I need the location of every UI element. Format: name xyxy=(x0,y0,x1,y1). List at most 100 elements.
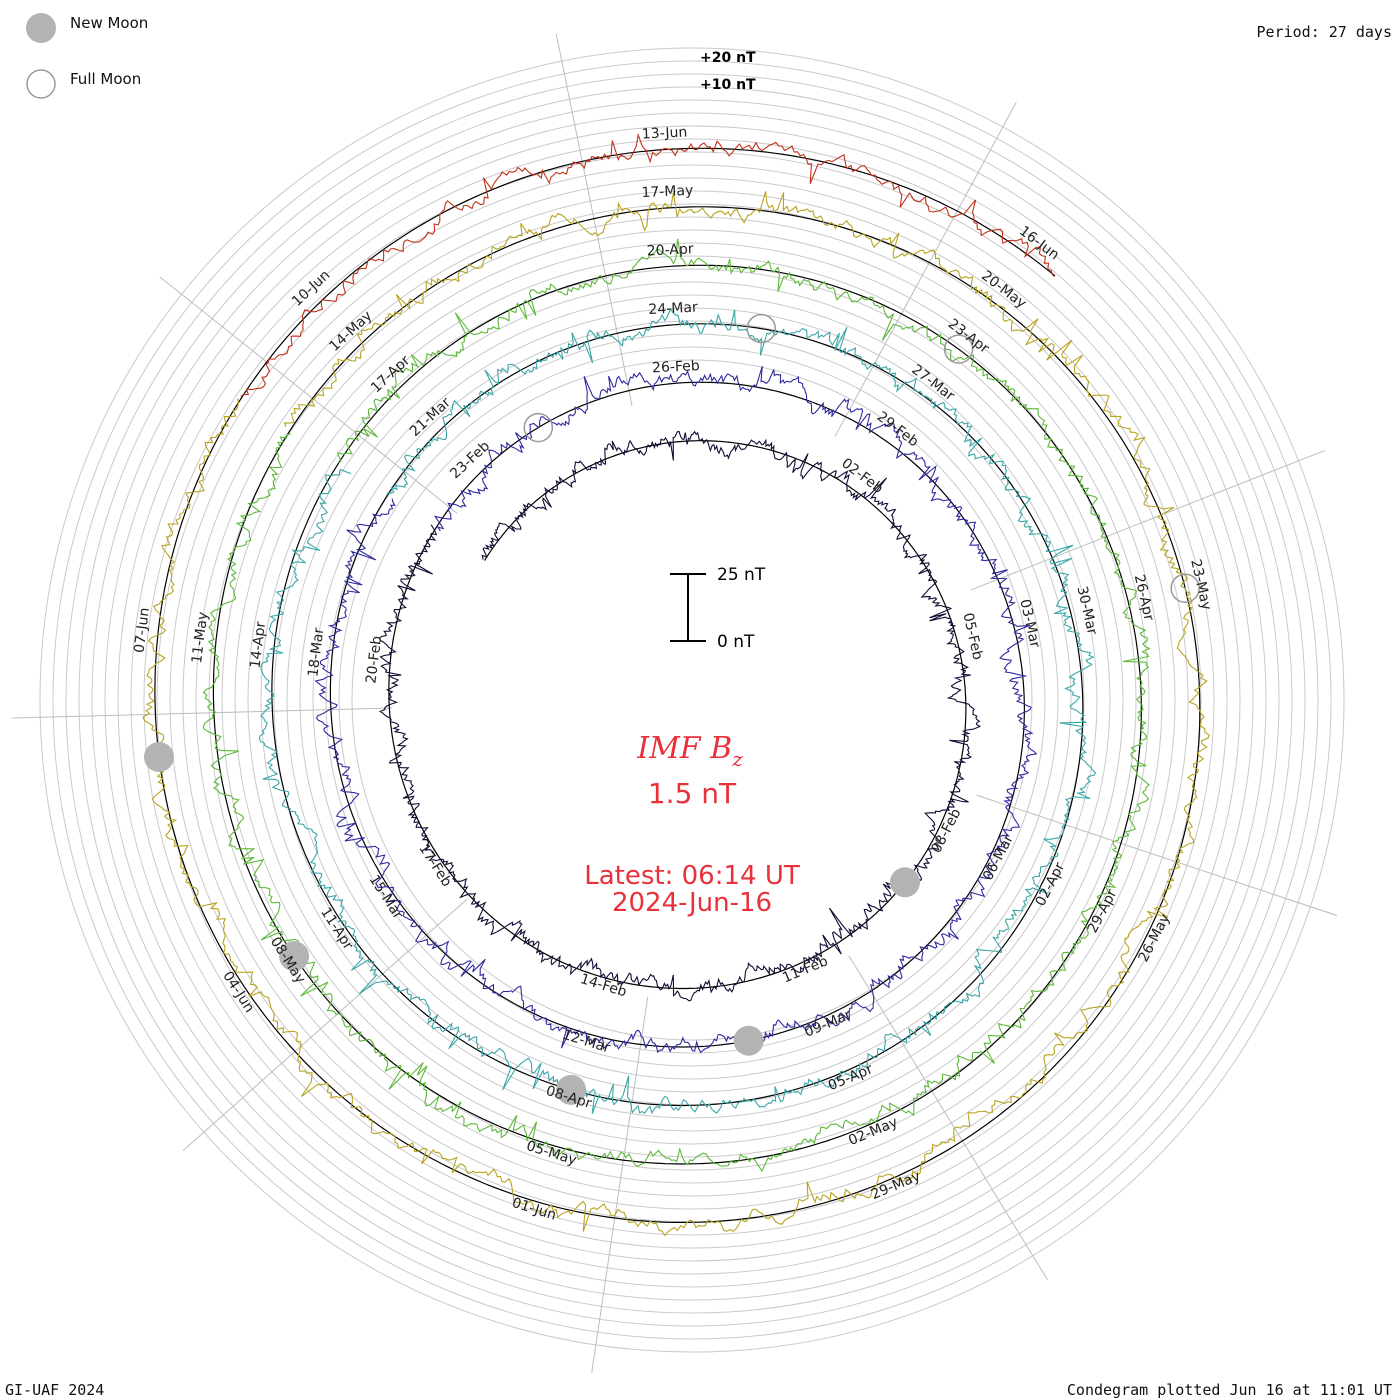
date-label: 14-Apr xyxy=(247,621,269,670)
bz-trace-rev-4 xyxy=(202,238,1151,1173)
date-label: 18-Mar xyxy=(305,627,327,678)
date-label: 05-Feb xyxy=(959,611,985,661)
date-label: 26-Feb xyxy=(652,358,700,376)
spoke-line xyxy=(834,102,1017,437)
spoke-line xyxy=(182,898,468,1152)
date-label: 14-May xyxy=(327,308,376,355)
grid-ring xyxy=(273,281,1111,1119)
full-moon-marker xyxy=(1170,573,1200,603)
grid-ring xyxy=(156,164,1228,1236)
date-label: 07-Jun xyxy=(131,607,153,654)
date-label: 29-May xyxy=(869,1168,923,1203)
latest-date: 2024-Jun-16 xyxy=(612,888,772,918)
full-moon-marker xyxy=(523,412,554,443)
ring-label-plus10: +10 nT xyxy=(700,77,756,93)
grid-ring xyxy=(286,294,1098,1106)
grid-ring xyxy=(143,151,1241,1249)
date-label: 15-Mar xyxy=(366,872,406,922)
grid-ring xyxy=(52,60,1332,1340)
grid-ring xyxy=(260,268,1124,1132)
date-label: 08-Feb xyxy=(928,806,964,856)
bz-trace-rev-3 xyxy=(258,307,1097,1115)
date-label: 10-Jun xyxy=(289,267,333,310)
date-label: 26-May xyxy=(1136,911,1174,964)
moon-markers xyxy=(144,313,1200,1105)
spoke-line xyxy=(976,794,1338,917)
ring-grid xyxy=(39,47,1345,1353)
spoke-line xyxy=(555,33,633,407)
new-moon-marker xyxy=(144,742,174,772)
date-label: 21-Mar xyxy=(407,394,454,439)
date-label: 29-Feb xyxy=(874,409,922,451)
date-label: 11-May xyxy=(189,611,211,664)
date-label: 29-Apr xyxy=(1085,887,1121,936)
date-label: 05-May xyxy=(524,1138,578,1169)
spoke-line xyxy=(970,450,1325,591)
full-moon-legend-icon xyxy=(26,69,56,99)
full-moon-marker xyxy=(746,313,777,344)
grid-ring xyxy=(247,255,1137,1145)
scale-bar: 25 nT 0 nT xyxy=(670,565,766,652)
date-label: 23-Feb xyxy=(447,438,493,482)
date-label: 27-Mar xyxy=(908,362,957,405)
date-label: 13-Jun xyxy=(641,124,687,142)
grid-ring xyxy=(351,359,1033,1041)
new-moon-marker xyxy=(890,867,920,898)
period-label: Period: 27 days xyxy=(1257,23,1392,41)
ring-label-plus20: +20 nT xyxy=(700,50,756,66)
latest-time: Latest: 06:14 UT xyxy=(584,861,800,891)
footer-plot-time: Condegram plotted Jun 16 at 11:01 UT xyxy=(1067,1381,1392,1399)
chart-title-subscript: z xyxy=(731,747,743,771)
new-moon-marker xyxy=(279,941,310,972)
grid-ring xyxy=(234,242,1150,1158)
grid-ring xyxy=(338,346,1046,1054)
new-moon-marker xyxy=(733,1025,764,1056)
bz-trace-rev-6 xyxy=(240,132,1055,398)
grid-ring xyxy=(221,229,1163,1171)
date-label: 20-May xyxy=(978,268,1029,312)
new-moon-legend-icon xyxy=(26,13,56,43)
grid-ring xyxy=(78,86,1306,1314)
grid-ring xyxy=(312,320,1072,1080)
full-moon-legend-label: Full Moon xyxy=(70,70,141,88)
chart-title: IMF Bz xyxy=(636,731,743,771)
date-label: 20-Feb xyxy=(363,635,385,684)
date-label: 17-Apr xyxy=(368,352,413,396)
date-label: 12-Mar xyxy=(560,1027,612,1057)
scale-bar-top-label: 25 nT xyxy=(717,565,766,585)
bz-trace-rev-1 xyxy=(378,430,982,1002)
grid-ring xyxy=(208,216,1176,1184)
bz-traces xyxy=(142,132,1210,1237)
date-label: 20-Apr xyxy=(646,241,694,259)
grid-ring xyxy=(104,112,1280,1288)
spoke-line xyxy=(12,707,393,719)
bz-trace-rev-5 xyxy=(142,191,1210,1237)
date-label: 11-Apr xyxy=(317,905,356,953)
spoke-line xyxy=(848,955,1048,1280)
grid-ring xyxy=(195,203,1189,1197)
grid-ring xyxy=(65,73,1319,1327)
new-moon-legend-label: New Moon xyxy=(70,14,148,32)
grid-ring xyxy=(91,99,1293,1301)
grid-ring xyxy=(130,138,1254,1262)
latest-value: 1.5 nT xyxy=(648,777,737,810)
full-moon-marker xyxy=(943,334,974,364)
footer-credit: GI-UAF 2024 xyxy=(5,1381,104,1399)
date-label: 14-Feb xyxy=(578,971,628,1000)
date-label: 24-Mar xyxy=(648,300,698,318)
day-spokes xyxy=(12,33,1338,1373)
date-label: 17-May xyxy=(641,183,694,202)
grid-ring xyxy=(39,47,1345,1353)
grid-ring xyxy=(299,307,1085,1093)
date-labels: 02-Feb05-Feb08-Feb11-Feb14-Feb17-Feb20-F… xyxy=(131,124,1214,1223)
new-moon-marker xyxy=(556,1074,587,1105)
spoke-line xyxy=(591,996,649,1373)
date-label: 17-Feb xyxy=(415,841,454,890)
grid-ring xyxy=(325,333,1059,1067)
bz-trace-rev-2 xyxy=(314,366,1038,1054)
chart-title-main: IMF B xyxy=(636,731,732,766)
grid-ring xyxy=(117,125,1267,1275)
grid-ring xyxy=(182,190,1202,1210)
spoke-line xyxy=(159,276,458,514)
